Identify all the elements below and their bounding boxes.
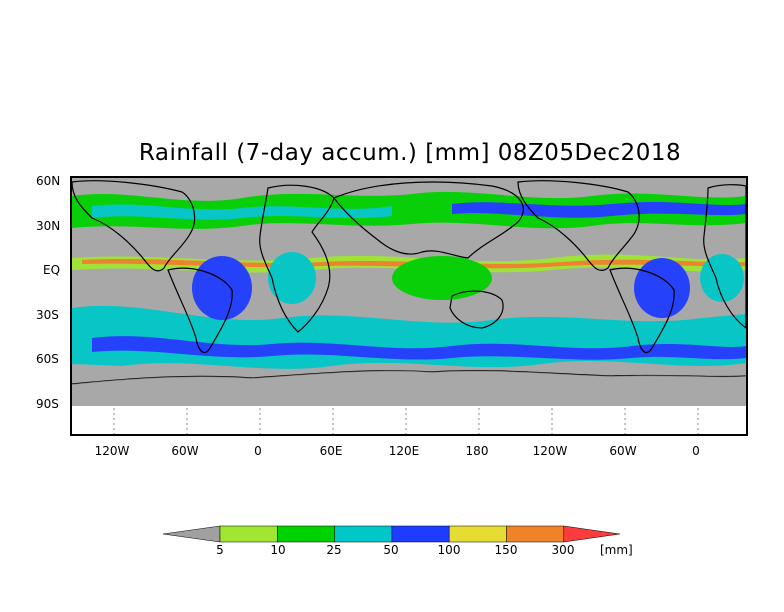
lon-label-0: 0: [254, 444, 262, 458]
rain-band-south-heavy: [92, 336, 746, 360]
map-title: Rainfall (7-day accum.) [mm] 08Z05Dec201…: [138, 140, 682, 166]
australia-outline: [449, 290, 504, 329]
north-america-repeat-outline: [517, 180, 640, 272]
colorbar-tick-5: 5: [216, 543, 224, 557]
below-90s-area: [72, 406, 746, 434]
colorbar-tick-100: 100: [437, 543, 461, 557]
map-svg: [72, 178, 746, 434]
rain-band-north-heavy: [92, 204, 392, 220]
antarctica-land: [72, 370, 746, 406]
rain-south-america-repeat: [634, 258, 690, 318]
rain-band-north-heavier: [452, 202, 746, 218]
rainfall-map: [70, 176, 748, 436]
lon-label-180: 180: [465, 444, 489, 458]
colorbar-swatch: [334, 525, 393, 543]
colorbar-swatch: [391, 525, 450, 543]
rain-south-america: [192, 256, 252, 320]
south-america-outline: [167, 267, 233, 353]
lon-label-120w-repeat: 120W: [532, 444, 568, 458]
lat-label-30s: 30S: [36, 308, 59, 322]
colorbar: [162, 525, 620, 543]
lat-label-30n: 30N: [36, 219, 61, 233]
lat-label-eq: EQ: [43, 263, 61, 277]
colorbar-swatch: [448, 525, 507, 543]
rain-bands: [72, 191, 746, 369]
lon-label-120e: 120E: [388, 444, 420, 458]
lon-label-0-repeat: 0: [692, 444, 700, 458]
rain-maritime: [392, 256, 492, 300]
lon-label-60e: 60E: [319, 444, 343, 458]
colorbar-tick-10: 10: [270, 543, 286, 557]
lon-label-120w: 120W: [94, 444, 130, 458]
colorbar-swatch: [277, 525, 335, 543]
colorbar-swatches: [162, 525, 620, 543]
lon-label-60w-repeat: 60W: [609, 444, 637, 458]
lon-label-60w: 60W: [171, 444, 199, 458]
south-america-repeat-outline: [609, 267, 675, 353]
colorbar-tick-150: 150: [494, 543, 518, 557]
colorbar-swatch: [219, 525, 278, 543]
colorbar-arrow-high: [563, 525, 620, 543]
colorbar-arrow-low: [162, 525, 221, 543]
colorbar-unit: [mm]: [600, 543, 633, 557]
lat-label-60n: 60N: [36, 174, 61, 188]
rain-africa: [268, 252, 316, 304]
colorbar-swatch: [506, 525, 565, 543]
lat-label-90s: 90S: [36, 397, 59, 411]
lon-gridlines: [113, 408, 699, 434]
colorbar-tick-300: 300: [551, 543, 575, 557]
north-america-outline: [72, 180, 196, 272]
colorbar-tick-50: 50: [383, 543, 399, 557]
europe-africa-repeat-outline: [703, 184, 746, 329]
rain-band-north: [72, 191, 746, 229]
colorbar-tick-25: 25: [326, 543, 342, 557]
asia-outline: [333, 181, 524, 259]
rain-africa-repeat: [700, 254, 744, 302]
lat-label-60s: 60S: [36, 352, 59, 366]
